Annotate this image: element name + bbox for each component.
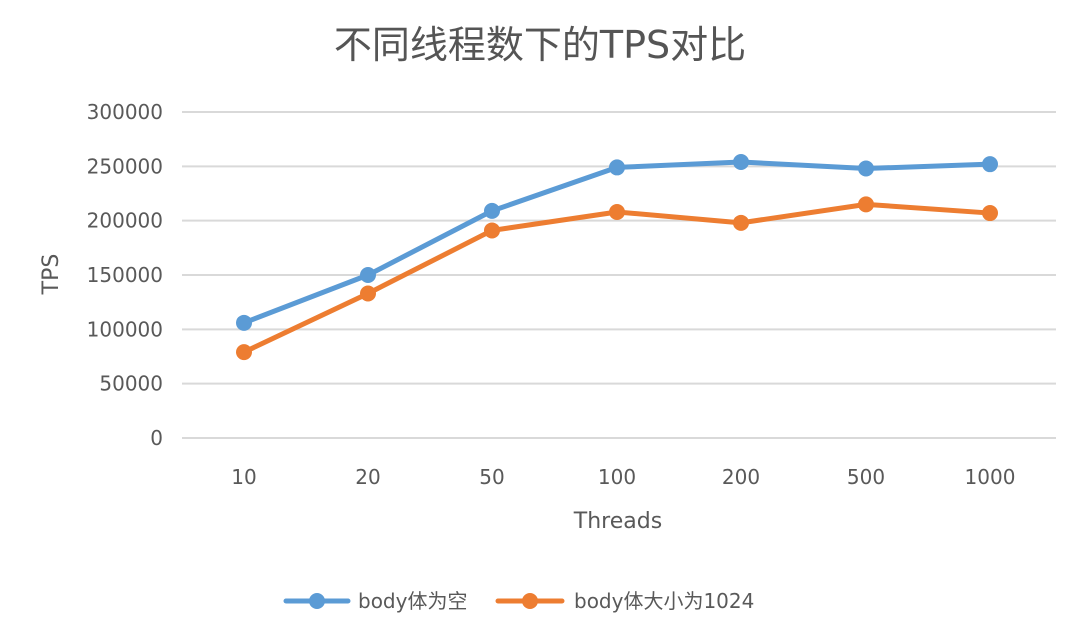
- x-tick-label: 50: [479, 465, 504, 489]
- data-point: [236, 314, 252, 331]
- series-1: [236, 153, 998, 331]
- data-point: [236, 344, 252, 361]
- data-point: [982, 156, 998, 173]
- legend: body体为空 body体大小为1024: [283, 589, 754, 613]
- y-axis-title: TPS: [39, 254, 64, 296]
- x-tick-label: 1000: [965, 465, 1016, 489]
- data-point: [609, 159, 625, 176]
- legend-marker-icon: [309, 593, 325, 609]
- legend-item-1: body体为空: [283, 589, 467, 613]
- data-point: [733, 153, 749, 170]
- data-point: [733, 214, 749, 231]
- legend-label: body体大小为1024: [574, 589, 754, 613]
- data-point: [360, 267, 376, 283]
- legend-label: body体为空: [358, 589, 467, 613]
- series-layer: [236, 153, 998, 361]
- x-tick-label: 200: [722, 465, 760, 489]
- x-tick-label: 500: [847, 465, 885, 489]
- x-axis-title: Threads: [573, 509, 662, 534]
- y-tick-label: 300000: [87, 100, 163, 124]
- x-tick-label: 10: [231, 465, 256, 489]
- y-axis-tick-labels: 0 50000 100000 150000 200000 250000 300000: [87, 100, 163, 450]
- data-point: [360, 285, 376, 302]
- y-tick-label: 200000: [87, 209, 163, 233]
- data-point: [858, 196, 874, 213]
- chart-title: 不同线程数下的TPS对比: [334, 23, 746, 67]
- series-2: [236, 196, 998, 361]
- y-tick-label: 50000: [99, 372, 163, 396]
- data-point: [484, 222, 500, 239]
- data-point: [609, 203, 625, 220]
- gridlines: [182, 111, 1056, 385]
- data-point: [858, 160, 874, 177]
- x-axis-tick-labels: 10 20 50 100 200 500 1000: [231, 465, 1015, 489]
- y-tick-label: 0: [150, 426, 163, 450]
- y-tick-label: 250000: [87, 154, 163, 178]
- data-point: [982, 205, 998, 222]
- x-tick-label: 100: [598, 465, 636, 489]
- y-tick-label: 100000: [87, 317, 163, 341]
- data-point: [484, 202, 500, 219]
- legend-item-2: body体大小为1024: [495, 589, 754, 613]
- x-tick-label: 20: [355, 465, 380, 489]
- y-tick-label: 150000: [87, 263, 163, 287]
- legend-marker-icon: [522, 593, 538, 609]
